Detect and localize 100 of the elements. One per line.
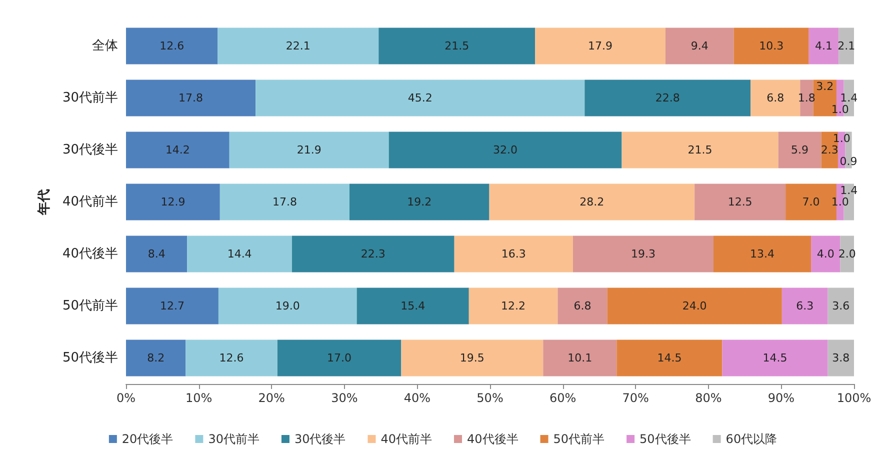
bar [126,80,256,116]
data-label: 19.5 [460,352,484,364]
data-label: 17.9 [588,40,613,52]
legend-label: 40代前半 [380,432,432,446]
bar [622,132,778,168]
x-tick-label: 0% [116,391,136,405]
data-label: 14.5 [657,352,682,364]
data-label: 6.8 [766,92,784,104]
data-label: 24.0 [682,300,707,312]
bar [558,288,608,324]
data-label: 1.4 [840,92,858,104]
data-label: 17.8 [272,196,297,208]
data-label: 45.2 [408,92,432,104]
bar [256,80,585,116]
data-label: 12.9 [160,196,186,208]
x-tick-label: 40% [404,391,431,405]
data-label: 5.9 [791,144,809,156]
bar [277,340,402,376]
data-label: 19.3 [630,248,656,260]
bar [454,236,573,272]
x-tick-label: 10% [185,391,212,405]
bar [584,80,751,116]
y-tick-label: 40代後半 [62,246,118,262]
legend-label: 30代前半 [208,432,260,446]
legend-label: 30代後半 [294,432,346,446]
bar [356,288,469,324]
bar [220,184,350,220]
data-label: 10.1 [568,352,592,364]
y-tick-label: 40代前半 [62,194,118,210]
data-label: 16.3 [501,248,526,260]
data-label: 1.8 [798,92,816,104]
bar [388,132,622,168]
data-label: 2.0 [838,248,856,260]
x-tick-label: 20% [258,391,285,405]
data-label: 14.2 [165,144,190,156]
bar [572,236,714,272]
data-label: 19.2 [407,196,432,208]
bar [694,184,786,220]
x-tick-label: 70% [622,391,649,405]
data-label: 21.5 [444,40,470,52]
data-label: 22.3 [360,248,386,260]
bar [292,236,454,272]
bar [401,340,544,376]
data-label: 12.2 [501,300,526,312]
legend-label: 20代後半 [122,432,174,446]
data-label: 17.0 [327,352,352,364]
data-label: 9.4 [690,40,708,52]
legend-label: 50代前半 [553,432,605,446]
bar [722,340,828,376]
bar [838,28,854,64]
bar [218,288,357,324]
bar [535,28,666,64]
data-label: 14.5 [762,352,788,364]
data-label: 2.3 [820,144,838,156]
data-label: 21.9 [296,144,322,156]
y-axis-title: 年代 [37,189,52,216]
bar [468,288,558,324]
data-label: 21.5 [688,144,712,156]
bar [607,288,782,324]
data-label: 3.8 [832,352,850,364]
legend-label: 60代以降 [726,432,778,446]
y-tick-label: 50代前半 [62,298,118,314]
y-tick-label: 30代後半 [62,142,118,158]
x-tick-label: 60% [549,391,576,405]
data-label: 28.2 [580,196,604,208]
data-label: 1.4 [840,184,858,197]
data-label: 2.1 [838,40,856,52]
bar [828,288,854,324]
bar [750,80,800,116]
data-label: 22.1 [286,40,310,52]
data-label: 4.1 [815,40,833,52]
bar [489,184,695,220]
data-label: 3.2 [816,80,834,93]
bar [126,28,218,64]
data-label: 3.6 [832,300,850,312]
bar [713,236,812,272]
y-tick-label: 50代後半 [62,350,118,366]
data-label: 12.6 [219,352,244,364]
data-label: 4.0 [816,248,834,260]
bar [840,236,854,272]
bar [126,288,218,324]
data-label: 12.5 [728,196,752,208]
x-tick-label: 100% [836,391,872,405]
bar [782,288,828,324]
data-label: 15.4 [400,300,426,312]
bar [349,184,490,220]
bar [543,340,617,376]
bar [187,236,292,272]
bar [126,340,186,376]
bar [378,28,536,64]
bar [734,28,809,64]
x-tick-label: 30% [331,391,358,405]
data-label: 22.8 [655,92,680,104]
data-label: 13.4 [750,248,775,260]
y-tick-label: 全体 [92,38,118,54]
x-tick-label: 90% [768,391,795,405]
data-label: 10.3 [759,40,784,52]
bar [186,340,278,376]
data-label: 6.3 [796,300,814,312]
y-tick-label: 30代前半 [62,90,118,106]
